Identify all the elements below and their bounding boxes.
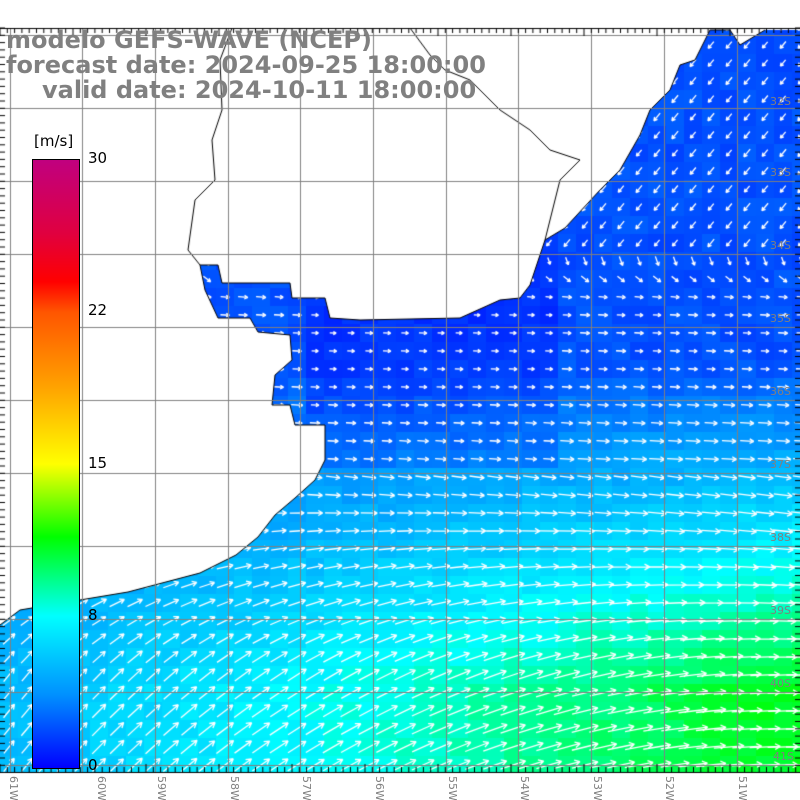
lon-label: 57W [300,776,313,800]
lat-label: 36S [770,385,791,398]
model-title: modelo GEFS-WAVE (NCEP) [6,26,372,54]
lon-label: 52W [663,776,676,800]
lon-label: 54W [518,776,531,800]
lon-label: 53W [591,776,604,800]
lat-label: 40S [770,677,791,690]
lat-label: 41S [773,750,794,763]
forecast-date: forecast date: 2024-09-25 18:00:00 [6,51,486,79]
colorbar [32,159,80,769]
lon-label: 59W [155,776,168,800]
lon-label: 56W [373,776,386,800]
colorbar-label: 8 [88,606,98,624]
lon-label: 61W [7,776,20,800]
lon-label: 58W [228,776,241,800]
colorbar-label: 22 [88,301,108,319]
lon-label: 55W [446,776,459,800]
colorbar-label: 0 [88,756,98,774]
lat-label: 38S [770,531,791,544]
lat-label: 34S [770,239,791,252]
colorbar-unit: [m/s] [34,132,74,150]
lon-label: 60W [95,776,108,800]
lon-label: 51W [736,776,749,800]
colorbar-label: 15 [88,454,108,472]
lat-label: 32S [770,95,791,108]
valid-date: valid date: 2024-10-11 18:00:00 [42,76,477,104]
lat-label: 33S [770,166,791,179]
colorbar-label: 30 [88,149,108,167]
lat-label: 35S [770,312,791,325]
lat-label: 37S [770,458,791,471]
lat-label: 39S [770,604,791,617]
